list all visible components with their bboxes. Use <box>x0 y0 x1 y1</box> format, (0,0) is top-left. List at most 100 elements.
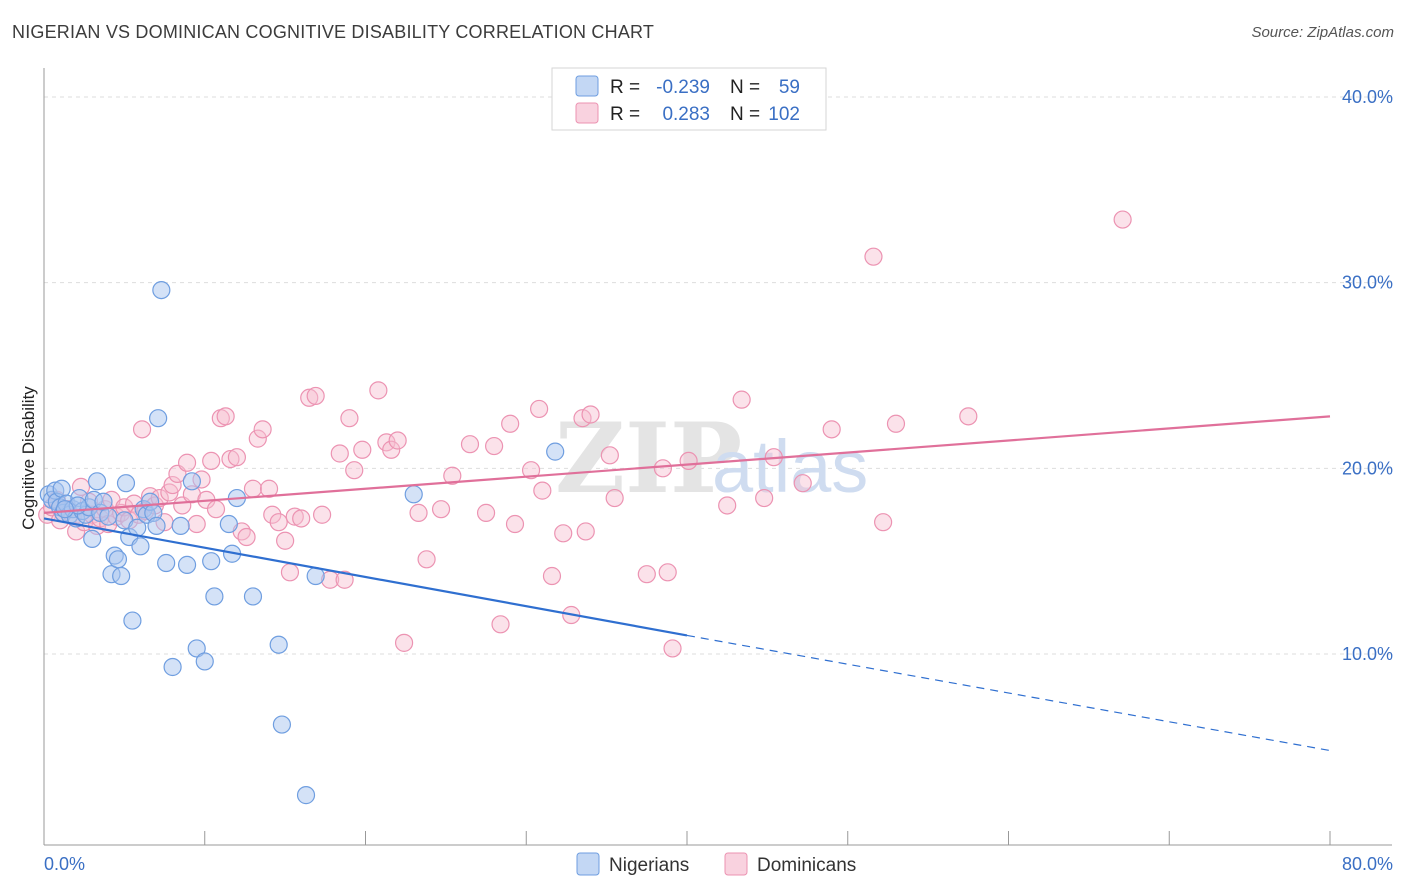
dominicans-point <box>732 390 751 409</box>
nigerians-point <box>177 555 197 574</box>
dominicans-point <box>259 479 279 498</box>
dominicans-point <box>491 615 510 634</box>
dominicans-point <box>285 507 304 526</box>
dominicans-point <box>864 247 883 266</box>
chart-title: NIGERIAN VS DOMINICAN COGNITIVE DISABILI… <box>12 22 655 42</box>
dominicans-point <box>177 453 197 472</box>
series-legend-label-nigerians: Nigerians <box>609 855 689 876</box>
dominicans-point <box>280 563 300 582</box>
dominicans-point <box>755 488 774 508</box>
dominicans-point <box>248 429 267 448</box>
watermark: ZIP atlas <box>555 402 868 515</box>
dominicans-point <box>663 639 682 658</box>
nigerians-trend-line <box>43 517 688 637</box>
nigerians-points <box>39 280 565 805</box>
nigerians-point <box>219 514 238 534</box>
nigerians-point <box>112 566 131 586</box>
dominicans-point <box>330 444 349 463</box>
x-axis-ticks <box>43 831 1331 845</box>
nigerians-point <box>202 552 221 571</box>
dominicans-point <box>886 414 906 433</box>
nigerians-point <box>269 635 288 654</box>
dominicans-point <box>300 388 319 407</box>
dominicans-point <box>793 474 812 493</box>
dominicans-point <box>369 381 388 400</box>
trend-lines <box>43 415 1331 752</box>
nigerians-point <box>149 409 168 428</box>
dominicans-point <box>443 466 462 485</box>
dominicans-point <box>874 513 893 532</box>
dominicans-point <box>206 500 226 519</box>
dominicans-point <box>292 509 311 528</box>
nigerians-point <box>55 500 74 519</box>
grid-lines <box>44 96 1392 655</box>
y-tick-label: 30.0% <box>1342 273 1393 293</box>
dominicans-point <box>132 420 152 439</box>
dominicans-point <box>576 522 595 541</box>
dominicans-point <box>533 481 552 500</box>
nigerians-point <box>147 516 166 535</box>
nigerians-point <box>272 715 292 734</box>
nigerians-point <box>243 587 263 606</box>
dominicans-point <box>345 461 364 480</box>
legend-n-value-dominicans: 102 <box>768 104 800 125</box>
dominicans-point <box>600 446 619 465</box>
dominicans-point <box>476 503 496 522</box>
watermark-zip: ZIP <box>555 402 742 515</box>
dominicans-point <box>1113 210 1132 229</box>
dominicans-point <box>187 514 206 534</box>
nigerians-point <box>116 474 136 493</box>
dominicans-point <box>227 448 246 467</box>
dominicans-point <box>822 420 841 439</box>
dominicans-point <box>653 459 672 478</box>
dominicans-point <box>276 531 295 550</box>
dominicans-point <box>637 565 656 584</box>
dominicans-point <box>263 505 282 524</box>
nigerians-point <box>171 516 190 535</box>
dominicans-point <box>243 479 263 498</box>
series-legend-label-dominicans: Dominicans <box>757 855 856 876</box>
y-axis-label: Cognitive Disability <box>19 386 38 530</box>
series-legend-swatch-dominicans <box>724 852 748 876</box>
nigerians-point <box>187 639 206 658</box>
dominicans-point <box>382 440 401 459</box>
y-axis-tick-labels: 10.0% 20.0% 30.0% 40.0% <box>1342 87 1393 664</box>
x-tick-label: 0.0% <box>44 854 85 874</box>
nigerians-point <box>87 472 107 491</box>
dominicans-point <box>353 440 372 459</box>
y-tick-label: 20.0% <box>1342 458 1393 478</box>
dominicans-point <box>431 500 451 519</box>
nigerians-point <box>108 550 128 569</box>
legend-n-label-dominicans: N = <box>730 104 760 125</box>
dominicans-point <box>216 407 235 426</box>
dominicans-point <box>221 449 240 469</box>
nigerians-point <box>404 485 423 504</box>
legend-r-value-dominicans: 0.283 <box>662 104 710 125</box>
watermark-atlas: atlas <box>712 425 868 508</box>
legend-swatch-dominicans <box>575 102 599 124</box>
dominicans-point <box>554 524 573 543</box>
nigerians-point <box>131 537 150 556</box>
nigerians-point <box>546 442 565 461</box>
dominicans-point <box>163 475 182 495</box>
series-legend-swatch-nigerians <box>576 852 600 876</box>
nigerians-point <box>195 652 214 671</box>
dominicans-point <box>542 566 562 586</box>
dominicans-point <box>253 420 272 439</box>
nigerians-point <box>123 611 142 630</box>
nigerians-point <box>205 587 224 606</box>
nigerians-point <box>296 786 316 805</box>
dominicans-point <box>581 405 600 424</box>
dominicans-point <box>335 570 354 589</box>
nigerians-point <box>99 507 118 526</box>
dominicans-point <box>718 496 737 515</box>
dominicans-point <box>237 527 256 547</box>
legend-r-label-nigerians: R = <box>610 77 640 98</box>
dominicans-point <box>530 399 549 419</box>
dominicans-trend-line <box>43 415 1331 514</box>
dominicans-point <box>679 451 698 471</box>
axes <box>43 68 1392 846</box>
dominicans-point <box>521 461 541 480</box>
dominicans-point <box>202 451 221 471</box>
